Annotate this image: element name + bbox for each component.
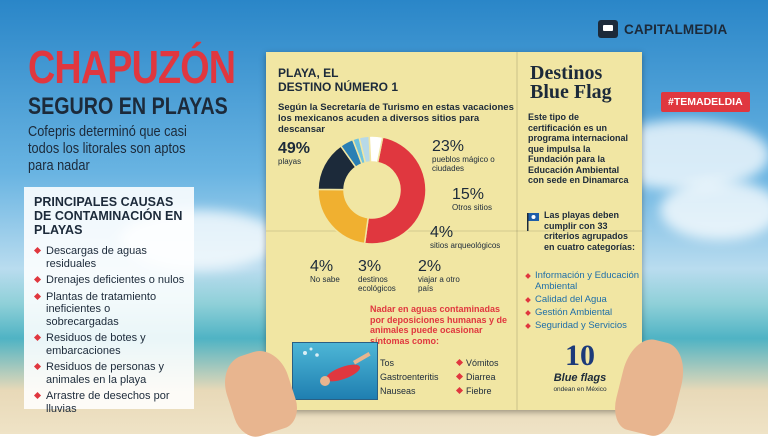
causes-panel: PRINCIPALES CAUSAS DE CONTAMINACIÓN EN P… xyxy=(24,187,194,415)
blue-flag-title: Destinos Blue Flag xyxy=(530,62,612,103)
slice-label-playas: 49% playas xyxy=(278,140,310,166)
blue-flags-sublabel: ondean en México xyxy=(553,386,607,393)
criteria-item: Seguridad y Servicios xyxy=(526,320,640,331)
paper-title-line: DESTINO NÚMERO 1 xyxy=(278,80,399,94)
slice-value: 3% xyxy=(358,258,382,275)
slice-value: 23% xyxy=(432,138,465,155)
brand-logo: CAPITALMEDIA xyxy=(598,20,727,38)
brand-name: CAPITALMEDIA xyxy=(624,21,728,37)
slice-label-arqueologicos: 4% sitios arqueológicos xyxy=(430,224,510,250)
cause-item: Descargas de aguas residuales xyxy=(34,245,186,270)
newspaper-infographic: PLAYA, EL DESTINO NÚMERO 1 Según la Secr… xyxy=(266,52,642,410)
paper-title: PLAYA, EL DESTINO NÚMERO 1 xyxy=(278,66,398,94)
hashtag-badge: #TEMADELDIA xyxy=(661,92,750,112)
blue-flag-description: Este tipo de certificación es un program… xyxy=(528,112,629,185)
slice-label: destinos ecológicos xyxy=(358,275,396,293)
slice-label-otros: 15% Otros sitios xyxy=(452,186,512,212)
intro-text: Cofepris determinó que casi todos los li… xyxy=(28,124,187,174)
symptom-item: Nauseas xyxy=(370,386,416,396)
symptom-item: Vómitos xyxy=(456,358,499,368)
slice-label: No sabe xyxy=(310,275,340,284)
cause-item: Drenajes deficientes o nulos xyxy=(34,274,186,287)
cause-item: Plantas de tratamiento ineficientes o so… xyxy=(34,291,186,329)
blue-flag-icon xyxy=(527,213,539,231)
cause-item: Residuos de botes y embarcaciones xyxy=(34,332,186,357)
symptom-item: Tos xyxy=(370,358,394,368)
slice-label-ecologicos: 3% destinos ecológicos xyxy=(358,258,398,293)
cause-item: Residuos de personas y animales en la pl… xyxy=(34,361,186,386)
paper-title-line: PLAYA, EL xyxy=(278,66,339,80)
slice-value: 15% xyxy=(452,186,485,203)
destinations-donut-chart xyxy=(317,135,427,245)
chat-bubble-icon xyxy=(598,20,618,38)
swimmer-illustration xyxy=(292,342,378,400)
paper-fold xyxy=(516,52,518,410)
blue-flag-title-line: Blue Flag xyxy=(530,81,612,103)
slice-label: pueblos mágico o ciudades xyxy=(432,155,495,173)
criteria-intro: Las playas deben cumplir con 33 criterio… xyxy=(544,210,636,252)
donut-slice-1 xyxy=(317,188,370,245)
slice-value: 4% xyxy=(310,258,334,275)
blue-flags-label: Blue flags xyxy=(553,372,607,384)
slice-value: 49% xyxy=(278,140,311,157)
criteria-item: Gestión Ambiental xyxy=(526,307,640,318)
page-title: CHAPUZÓN xyxy=(28,41,236,93)
symptom-item: Fiebre xyxy=(456,386,492,396)
symptom-item: Gastroenteritis xyxy=(370,372,439,382)
slice-label: Otros sitios xyxy=(452,203,493,212)
donut-slice-6 xyxy=(368,135,384,164)
paper-fold xyxy=(266,230,642,232)
blue-flags-count: 10 xyxy=(565,339,595,372)
slice-label-otro-pais: 2% viajar a otro país xyxy=(418,258,463,293)
donut-slice-0 xyxy=(363,136,427,245)
criteria-item: Información y Educación Ambiental xyxy=(526,270,640,292)
page-subtitle: SEGURO EN PLAYAS xyxy=(28,93,228,120)
blue-flag-title-line: Destinos xyxy=(530,62,603,84)
blue-flag-sidebar: Destinos Blue Flag Este tipo de certific… xyxy=(518,52,642,410)
slice-label: playas xyxy=(278,157,302,166)
slice-label: viajar a otro país xyxy=(418,275,460,293)
paper-lead: Según la Secretaría de Turismo en estas … xyxy=(278,102,514,135)
causes-heading: PRINCIPALES CAUSAS DE CONTAMINACIÓN EN P… xyxy=(34,195,183,237)
symptom-item: Diarrea xyxy=(456,372,496,382)
slice-label-pueblos: 23% pueblos mágico o ciudades xyxy=(432,138,502,173)
criteria-list: Información y Educación Ambiental Calida… xyxy=(526,270,640,333)
slice-value: 4% xyxy=(430,224,454,241)
health-warning: Nadar en aguas contaminadas por deposici… xyxy=(370,304,508,346)
slice-value: 2% xyxy=(418,258,442,275)
cause-item: Arrastre de desechos por lluvias xyxy=(34,390,186,415)
criteria-item: Calidad del Agua xyxy=(526,294,640,305)
cloud xyxy=(660,180,768,240)
slice-label: sitios arqueológicos xyxy=(430,241,501,250)
slice-label-no-sabe: 4% No sabe xyxy=(310,258,350,284)
